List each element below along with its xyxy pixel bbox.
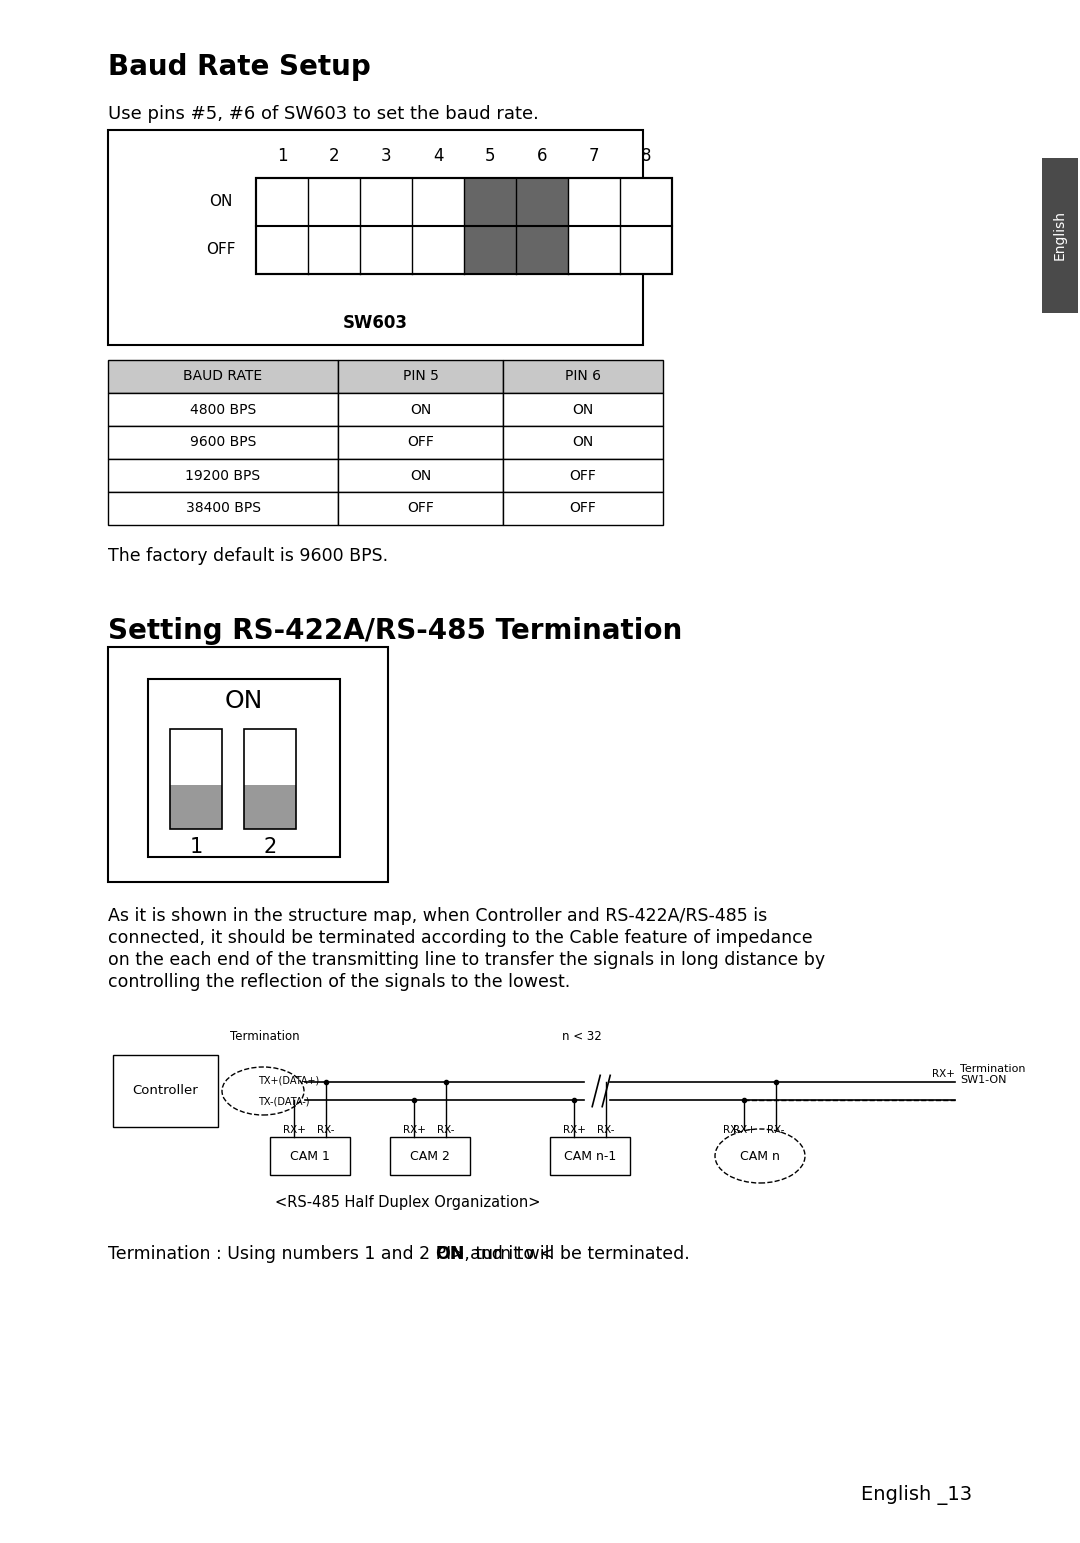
Text: ON: ON [572, 403, 594, 417]
Text: controlling the reflection of the signals to the lowest.: controlling the reflection of the signal… [108, 974, 570, 991]
Bar [244, 733, 296, 785]
Text: connected, it should be terminated according to the Cable feature of impedance: connected, it should be terminated accor… [108, 929, 812, 947]
Bar [390, 1137, 470, 1176]
Text: Termination: Termination [230, 1031, 299, 1043]
Bar [338, 393, 503, 426]
Text: on the each end of the transmitting line to transfer the signals in long distanc: on the each end of the transmitting line… [108, 950, 825, 969]
Text: BAUD RATE: BAUD RATE [184, 369, 262, 384]
Text: 7: 7 [589, 147, 599, 165]
Text: RX+: RX+ [732, 1125, 755, 1136]
Bar [244, 785, 296, 829]
Text: English: English [1053, 210, 1067, 261]
Text: 9600 BPS: 9600 BPS [190, 435, 256, 449]
Bar [338, 492, 503, 525]
Bar [244, 728, 296, 829]
Text: CAM n-1: CAM n-1 [564, 1150, 616, 1162]
Text: 6: 6 [537, 147, 548, 165]
Text: 3: 3 [380, 147, 391, 165]
Text: RX+: RX+ [283, 1125, 306, 1136]
Text: 4: 4 [433, 147, 443, 165]
Text: OFF: OFF [206, 242, 235, 258]
Text: CAM 2: CAM 2 [410, 1150, 450, 1162]
Text: OFF: OFF [569, 501, 596, 515]
Bar [108, 647, 388, 883]
Text: OFF: OFF [569, 469, 596, 483]
Bar [1042, 157, 1078, 313]
Text: Use pins #5, #6 of SW603 to set the baud rate.: Use pins #5, #6 of SW603 to set the baud… [108, 105, 539, 123]
Text: 5: 5 [485, 147, 496, 165]
Text: TX+(DATA+): TX+(DATA+) [258, 1075, 320, 1085]
Bar [338, 458, 503, 492]
Text: CAM 1: CAM 1 [291, 1150, 329, 1162]
Text: PIN 5: PIN 5 [403, 369, 438, 384]
Text: <RS-485 Half Duplex Organization>: <RS-485 Half Duplex Organization> [275, 1194, 541, 1210]
Text: RX-: RX- [597, 1125, 615, 1136]
Text: OFF: OFF [407, 435, 434, 449]
Bar [113, 1055, 218, 1126]
Text: RX-: RX- [318, 1125, 335, 1136]
Bar [338, 360, 503, 393]
Text: RX-: RX- [437, 1125, 455, 1136]
Bar [108, 360, 338, 393]
Text: 38400 BPS: 38400 BPS [186, 501, 260, 515]
Text: 1: 1 [189, 836, 203, 856]
Bar [256, 177, 672, 275]
Text: RX+: RX+ [403, 1125, 426, 1136]
Bar [256, 177, 672, 275]
Bar [503, 458, 663, 492]
Text: English _13: English _13 [861, 1484, 972, 1504]
Bar [464, 177, 516, 275]
Bar [108, 130, 643, 346]
Text: 8: 8 [640, 147, 651, 165]
Text: 19200 BPS: 19200 BPS [186, 469, 260, 483]
Bar [108, 426, 338, 458]
Text: ON: ON [210, 194, 232, 210]
Text: RX+: RX+ [563, 1125, 585, 1136]
Text: 2: 2 [328, 147, 339, 165]
Bar [503, 360, 663, 393]
Text: Baud Rate Setup: Baud Rate Setup [108, 52, 370, 80]
Text: ON: ON [225, 690, 264, 713]
Text: SW603: SW603 [343, 313, 408, 332]
Text: RX-: RX- [767, 1125, 785, 1136]
Text: RX+: RX+ [932, 1069, 955, 1080]
Text: Controller: Controller [133, 1085, 199, 1097]
Bar [108, 458, 338, 492]
Bar [170, 733, 222, 785]
Text: As it is shown in the structure map, when Controller and RS-422A/RS-485 is: As it is shown in the structure map, whe… [108, 907, 767, 924]
Bar [148, 679, 340, 856]
Text: Termination : Using numbers 1 and 2 PIN, turn to <: Termination : Using numbers 1 and 2 PIN,… [108, 1245, 554, 1264]
Text: PIN 6: PIN 6 [565, 369, 600, 384]
Text: > and it will be terminated.: > and it will be terminated. [450, 1245, 690, 1264]
Text: 1: 1 [276, 147, 287, 165]
Text: CAM n: CAM n [740, 1150, 780, 1162]
Bar [108, 492, 338, 525]
Bar [170, 728, 222, 829]
Ellipse shape [715, 1129, 805, 1183]
Text: n < 32: n < 32 [563, 1031, 602, 1043]
Bar [503, 492, 663, 525]
Bar [550, 1137, 630, 1176]
Text: The factory default is 9600 BPS.: The factory default is 9600 BPS. [108, 548, 388, 565]
Bar [108, 393, 338, 426]
Text: TX-(DATA-): TX-(DATA-) [258, 1097, 310, 1106]
Text: ON: ON [572, 435, 594, 449]
Bar [270, 1137, 350, 1176]
Bar [338, 426, 503, 458]
Text: OFF: OFF [407, 501, 434, 515]
Text: ON: ON [410, 403, 431, 417]
Text: 4800 BPS: 4800 BPS [190, 403, 256, 417]
Text: 2: 2 [264, 836, 276, 856]
Text: RX-: RX- [724, 1125, 741, 1136]
Bar [170, 785, 222, 829]
Text: Termination
SW1-ON: Termination SW1-ON [960, 1063, 1026, 1085]
Bar [516, 177, 568, 275]
Text: ON: ON [410, 469, 431, 483]
Text: ON: ON [435, 1245, 464, 1264]
Text: Setting RS-422A/RS-485 Termination: Setting RS-422A/RS-485 Termination [108, 617, 683, 645]
Bar [503, 426, 663, 458]
Bar [503, 393, 663, 426]
